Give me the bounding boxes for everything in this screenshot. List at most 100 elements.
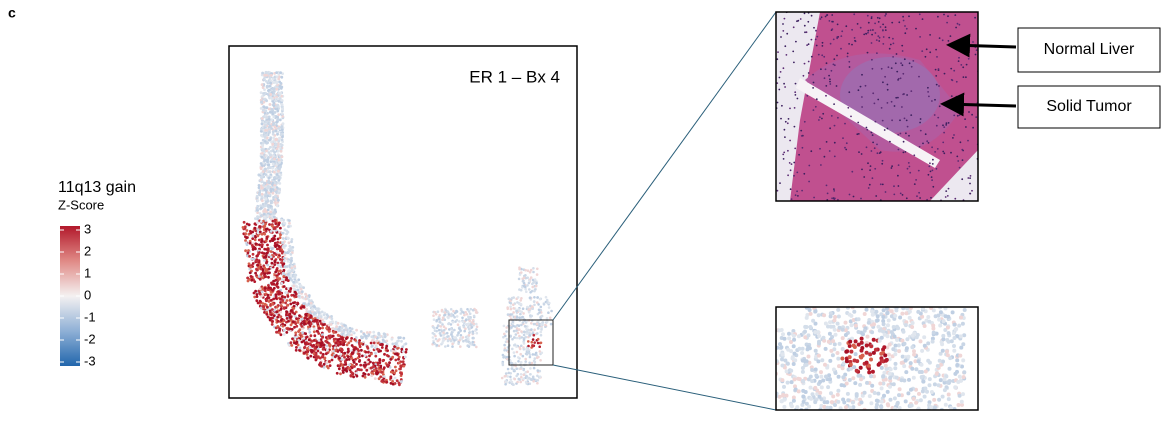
dot [872,92,875,95]
dot [530,314,534,318]
dot [882,393,886,398]
dot [825,184,828,187]
dot [953,69,956,72]
dot [394,358,398,362]
dot [260,174,264,178]
dot [533,357,537,360]
dot [265,99,268,103]
dot [930,336,935,341]
dot [374,351,377,355]
dot [369,360,372,364]
dot [786,32,789,35]
dot [284,251,288,255]
colorbar-tick-label: -1 [84,309,96,324]
dot [836,37,839,40]
dot [516,331,520,335]
dot [258,193,261,197]
dot [512,368,516,372]
dot [860,393,865,398]
dot [299,284,302,287]
dot [292,284,296,288]
dot [828,320,832,325]
dot [345,358,349,361]
dot [912,60,915,62]
dot [893,105,896,107]
dot [900,311,905,316]
dot [404,342,408,346]
dot [308,320,311,323]
dot [518,288,521,291]
dot [953,134,955,136]
dot [910,114,913,116]
dot [272,87,275,91]
dot [369,341,373,345]
dot [804,362,809,367]
dot [467,310,471,313]
dot [870,309,874,314]
dot [945,349,949,354]
dot [270,158,274,162]
dot [280,112,284,115]
dot [831,367,836,372]
dot [375,339,379,343]
dot [828,20,831,22]
dot [263,259,266,262]
dot [795,40,797,43]
dot [836,314,841,319]
dot [522,342,526,345]
dot [885,307,889,311]
dot [853,339,858,344]
dot [932,185,935,188]
dot [930,339,935,344]
dot [946,331,951,336]
dot [924,55,927,58]
dot [864,84,867,87]
dot [358,339,361,342]
dot [957,160,960,162]
dot [281,241,284,245]
dot [280,132,284,136]
dot [538,350,542,353]
dot [962,66,965,69]
dot [538,369,542,373]
dot [817,53,820,56]
dot [468,331,471,335]
dot [513,343,517,347]
dot [549,322,553,326]
dot [320,310,324,314]
dot [947,15,949,18]
dot [510,367,514,370]
dot [942,388,947,393]
dot [803,172,806,175]
dot [504,334,507,338]
dot [291,311,295,314]
dot [897,133,900,136]
dot [332,337,336,341]
dot [526,284,529,287]
dot [279,71,282,75]
dot [833,64,836,67]
dot [443,318,447,322]
dot [370,352,373,356]
dot [360,335,363,338]
dot [347,366,351,370]
dot [272,104,276,108]
dot [334,341,338,345]
dot [509,375,512,379]
dot [265,227,269,231]
dot [347,358,351,361]
dot [336,321,340,325]
dot [379,343,382,346]
dot [950,310,955,315]
dot [471,318,475,322]
dot [275,147,279,151]
dot [957,374,962,379]
dot [351,363,354,367]
dot [959,141,962,144]
dot [447,316,450,320]
dot [399,378,403,381]
dot [266,263,270,267]
dot [297,330,301,333]
dot [300,340,304,344]
dot [891,347,896,352]
